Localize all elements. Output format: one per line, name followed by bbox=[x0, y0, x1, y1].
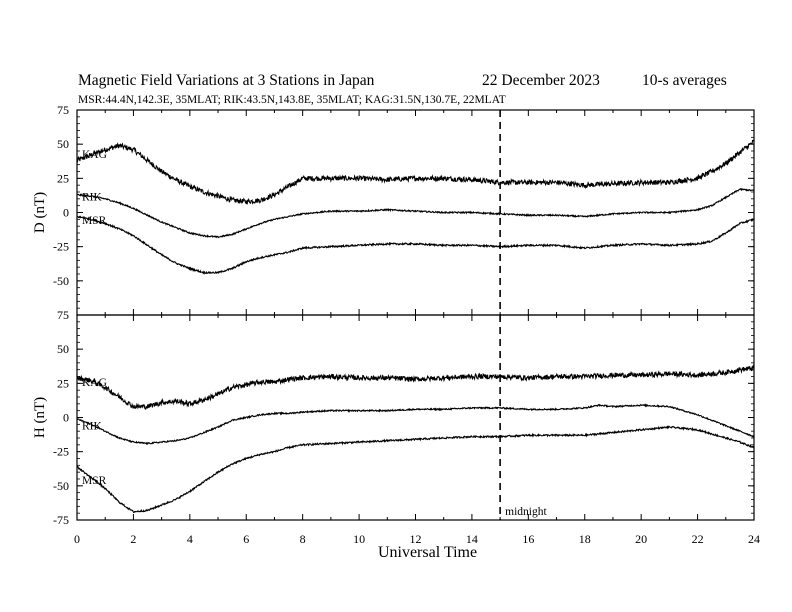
y-tick-label: -25 bbox=[53, 240, 69, 254]
y-tick-label: -25 bbox=[53, 445, 69, 459]
y-tick-label: 75 bbox=[57, 308, 69, 322]
y-tick-label: 25 bbox=[57, 171, 69, 185]
series-line-rik bbox=[76, 403, 755, 446]
x-tick-label: 14 bbox=[466, 532, 478, 546]
x-axis-label: Universal Time bbox=[378, 544, 477, 561]
chart-date: 22 December 2023 bbox=[482, 72, 600, 89]
x-tick-label: 22 bbox=[692, 532, 704, 546]
series-line-msr bbox=[76, 215, 755, 276]
series-label-msr: MSR bbox=[82, 475, 107, 487]
y-tick-label: 0 bbox=[63, 411, 69, 425]
y-tick-label: -50 bbox=[53, 274, 69, 288]
series-label-kag: KAG bbox=[82, 377, 107, 389]
series-line-rik bbox=[76, 188, 755, 239]
x-tick-label: 20 bbox=[635, 532, 647, 546]
x-tick-label: 16 bbox=[522, 532, 534, 546]
series-line-msr bbox=[76, 425, 755, 513]
y-axis-label: H (nT) bbox=[32, 397, 48, 438]
stations-subtitle: MSR:44.4N,142.3E, 35MLAT; RIK:43.5N,143.… bbox=[78, 94, 506, 106]
y-tick-label: 50 bbox=[57, 137, 69, 151]
midnight-label: midnight bbox=[505, 506, 547, 518]
x-tick-label: 0 bbox=[74, 532, 80, 546]
series-line-kag bbox=[76, 139, 755, 205]
y-tick-label: 50 bbox=[57, 342, 69, 356]
x-tick-label: 10 bbox=[353, 532, 365, 546]
averaging-label: 10-s averages bbox=[642, 72, 727, 89]
y-tick-label: -75 bbox=[53, 513, 69, 527]
x-tick-label: 6 bbox=[243, 532, 249, 546]
x-tick-label: 8 bbox=[300, 532, 306, 546]
series-label-rik: RIK bbox=[82, 192, 103, 204]
series-line-kag bbox=[76, 364, 755, 410]
x-tick-label: 4 bbox=[187, 532, 193, 546]
panel-frame-1 bbox=[76, 314, 755, 521]
y-tick-label: 75 bbox=[57, 103, 69, 117]
y-tick-label: 25 bbox=[57, 376, 69, 390]
x-tick-label: 12 bbox=[410, 532, 422, 546]
series-label-rik: RIK bbox=[82, 421, 103, 433]
y-tick-label: 0 bbox=[63, 206, 69, 220]
series-label-kag: KAG bbox=[82, 149, 107, 161]
y-axis-label: D (nT) bbox=[32, 192, 48, 233]
series-label-msr: MSR bbox=[82, 215, 107, 227]
x-tick-label: 24 bbox=[748, 532, 760, 546]
x-tick-label: 18 bbox=[579, 532, 591, 546]
y-tick-label: -50 bbox=[53, 479, 69, 493]
x-tick-label: 2 bbox=[130, 532, 136, 546]
chart-title: Magnetic Field Variations at 3 Stations … bbox=[78, 72, 375, 89]
